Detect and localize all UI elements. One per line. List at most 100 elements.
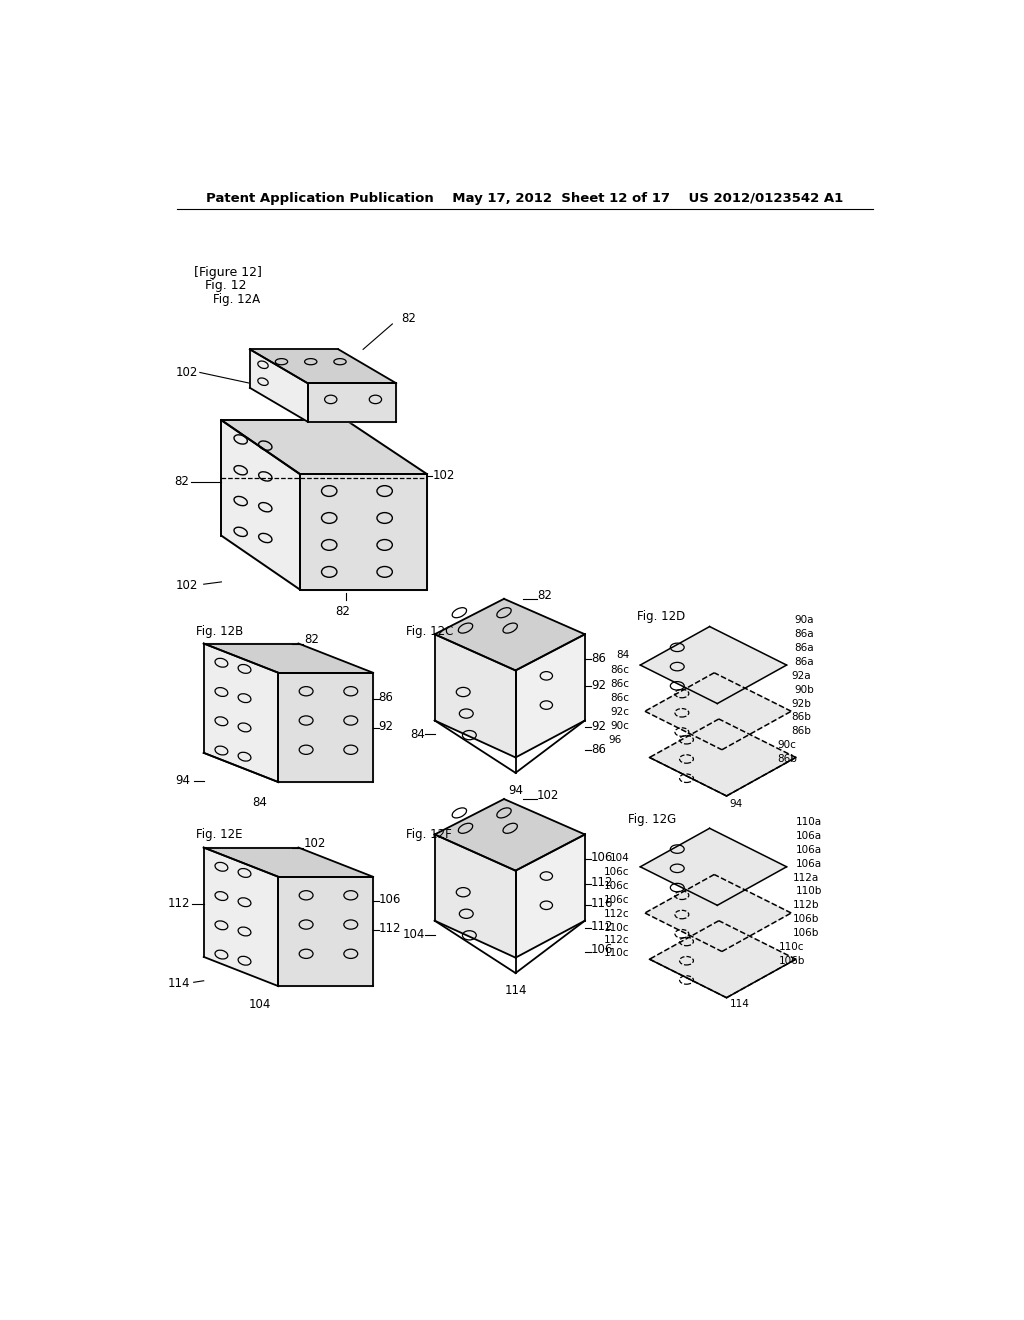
Text: 106b: 106b — [779, 956, 805, 966]
Polygon shape — [640, 829, 786, 906]
Text: 86a: 86a — [795, 657, 814, 667]
Polygon shape — [279, 673, 373, 781]
Text: 90c: 90c — [777, 741, 797, 750]
Text: 82: 82 — [335, 605, 350, 618]
Text: 112: 112 — [591, 920, 613, 933]
Text: 112b: 112b — [793, 900, 819, 911]
Polygon shape — [515, 834, 585, 958]
Polygon shape — [435, 834, 515, 958]
Text: 104: 104 — [402, 928, 425, 941]
Text: Fig. 12D: Fig. 12D — [637, 610, 685, 623]
Text: 86a: 86a — [795, 643, 814, 653]
Text: 84: 84 — [616, 649, 630, 660]
Text: 104: 104 — [249, 998, 271, 1011]
Text: 112: 112 — [379, 921, 401, 935]
Text: 112: 112 — [168, 898, 190, 911]
Polygon shape — [300, 474, 427, 590]
Text: 82: 82 — [538, 589, 552, 602]
Text: 116: 116 — [591, 898, 613, 911]
Text: 86b: 86b — [777, 754, 798, 764]
Text: 106: 106 — [591, 944, 613, 957]
Text: Fig. 12C: Fig. 12C — [407, 626, 454, 639]
Text: 110c: 110c — [604, 923, 630, 933]
Text: 102: 102 — [176, 579, 199, 593]
Text: 92: 92 — [591, 680, 606, 693]
Text: 86: 86 — [591, 743, 606, 756]
Text: 106b: 106b — [793, 915, 819, 924]
Text: 86a: 86a — [795, 630, 814, 639]
Text: 94: 94 — [176, 774, 190, 787]
Text: 102: 102 — [538, 789, 559, 803]
Text: 110c: 110c — [779, 942, 805, 952]
Text: 106: 106 — [591, 851, 613, 865]
Polygon shape — [204, 847, 373, 876]
Text: 110c: 110c — [604, 948, 630, 958]
Polygon shape — [204, 847, 279, 986]
Polygon shape — [645, 875, 792, 952]
Polygon shape — [515, 635, 585, 758]
Text: 112a: 112a — [793, 873, 819, 883]
Polygon shape — [435, 635, 515, 758]
Text: 92b: 92b — [792, 698, 811, 709]
Polygon shape — [221, 420, 300, 590]
Text: 102: 102 — [176, 366, 199, 379]
Polygon shape — [435, 799, 585, 871]
Text: 86b: 86b — [792, 726, 811, 737]
Text: 92: 92 — [591, 721, 606, 733]
Text: 86: 86 — [379, 690, 393, 704]
Text: [Figure 12]: [Figure 12] — [194, 265, 261, 279]
Text: 92c: 92c — [610, 708, 630, 717]
Polygon shape — [250, 350, 396, 383]
Polygon shape — [204, 644, 373, 673]
Text: 86: 86 — [591, 652, 606, 665]
Text: 84: 84 — [253, 796, 267, 809]
Text: Fig. 12: Fig. 12 — [205, 279, 247, 292]
Polygon shape — [435, 599, 585, 671]
Text: 102: 102 — [304, 837, 327, 850]
Text: 114: 114 — [730, 999, 750, 1008]
Text: 106c: 106c — [604, 895, 630, 906]
Text: 114: 114 — [168, 977, 190, 990]
Polygon shape — [640, 627, 786, 704]
Polygon shape — [649, 719, 796, 796]
Text: 92a: 92a — [792, 671, 811, 681]
Polygon shape — [204, 644, 279, 781]
Text: 90a: 90a — [795, 615, 814, 626]
Text: 106a: 106a — [796, 845, 822, 855]
Polygon shape — [221, 420, 427, 474]
Text: 106a: 106a — [796, 832, 822, 841]
Text: 112c: 112c — [604, 908, 630, 919]
Text: 92: 92 — [379, 721, 393, 733]
Text: 110b: 110b — [796, 887, 822, 896]
Text: 96: 96 — [608, 735, 622, 744]
Text: Fig. 12B: Fig. 12B — [196, 626, 244, 639]
Text: 86c: 86c — [610, 665, 630, 676]
Text: Fig. 12A: Fig. 12A — [213, 293, 260, 306]
Text: 86c: 86c — [610, 680, 630, 689]
Text: 106: 106 — [379, 894, 400, 907]
Polygon shape — [645, 673, 792, 750]
Text: 102: 102 — [432, 469, 455, 482]
Text: Fig. 12G: Fig. 12G — [628, 813, 676, 825]
Text: 86c: 86c — [610, 693, 630, 704]
Text: 106b: 106b — [793, 928, 819, 939]
Polygon shape — [279, 876, 373, 986]
Text: 104: 104 — [609, 853, 630, 862]
Text: 106a: 106a — [796, 859, 822, 869]
Text: Fig. 12F: Fig. 12F — [407, 828, 452, 841]
Polygon shape — [307, 383, 396, 422]
Polygon shape — [250, 350, 307, 422]
Text: 112: 112 — [591, 875, 613, 888]
Text: 90c: 90c — [610, 721, 630, 731]
Text: 106c: 106c — [604, 880, 630, 891]
Text: 82: 82 — [304, 634, 318, 647]
Text: 86b: 86b — [792, 713, 811, 722]
Text: 94: 94 — [508, 784, 523, 797]
Text: Patent Application Publication    May 17, 2012  Sheet 12 of 17    US 2012/012354: Patent Application Publication May 17, 2… — [206, 191, 844, 205]
Text: 110a: 110a — [796, 817, 822, 828]
Text: 94: 94 — [730, 799, 742, 809]
Text: 90b: 90b — [795, 685, 814, 694]
Text: 114: 114 — [504, 983, 526, 997]
Text: Fig. 12E: Fig. 12E — [196, 828, 243, 841]
Text: 106c: 106c — [604, 867, 630, 878]
